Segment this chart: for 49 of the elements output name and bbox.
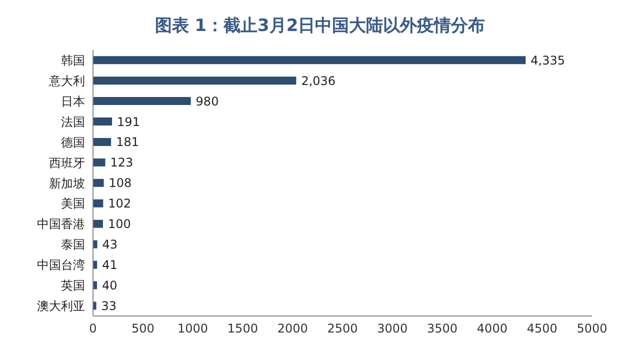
data-label: 43 [102, 238, 118, 252]
data-label: 2,036 [301, 74, 336, 88]
x-tick-label: 1500 [227, 322, 258, 336]
x-tick-label: 4000 [476, 322, 508, 336]
y-tick-label: 日本 [61, 94, 85, 108]
bar [93, 97, 191, 106]
bar [93, 56, 526, 64]
x-tick-label: 2000 [277, 322, 308, 336]
data-label: 33 [101, 298, 117, 313]
x-tick-label: 3500 [427, 322, 458, 336]
y-tick-label: 中国台湾 [37, 258, 85, 272]
x-tick-label: 0 [89, 322, 97, 336]
x-tick-label: 5000 [576, 322, 608, 336]
bar [93, 76, 296, 85]
y-tick-label: 中国香港 [37, 217, 85, 232]
bar [93, 220, 103, 228]
data-label: 191 [117, 114, 140, 129]
data-label: 123 [110, 156, 134, 170]
data-label: 181 [116, 135, 139, 150]
x-tick-label: 1000 [178, 322, 208, 336]
y-tick-label: 韩国 [61, 53, 85, 68]
bar [93, 240, 98, 248]
data-label: 980 [196, 94, 219, 108]
x-tick-label: 500 [131, 322, 154, 336]
bar [93, 199, 104, 208]
data-label: 40 [102, 278, 118, 292]
data-label: 108 [108, 176, 132, 190]
y-tick-label: 澳大利亚 [37, 299, 85, 314]
data-label: 102 [108, 196, 132, 211]
data-label: 100 [108, 217, 131, 232]
bar [93, 118, 112, 126]
y-tick-label: 西班牙 [49, 156, 85, 170]
y-tick-label: 泰国 [61, 238, 85, 252]
data-label: 41 [102, 258, 118, 272]
chart-title: 图表 1：截止3月2日中国大陆以外疫情分布 [154, 15, 486, 38]
y-tick-label: 英国 [61, 278, 85, 293]
y-tick-label: 法国 [61, 114, 85, 129]
y-tick-label: 德国 [61, 135, 85, 150]
data-label: 4,335 [530, 53, 565, 68]
bar [93, 158, 106, 166]
x-tick-label: 3000 [377, 322, 408, 336]
bar [93, 178, 104, 187]
y-tick-label: 美国 [61, 196, 85, 211]
x-tick-label: 4500 [526, 322, 558, 336]
y-tick-label: 新加坡 [49, 176, 85, 190]
x-tick-label: 2500 [327, 322, 358, 336]
y-tick-label: 意大利 [48, 74, 85, 88]
bar [93, 138, 112, 146]
bar [93, 302, 96, 310]
